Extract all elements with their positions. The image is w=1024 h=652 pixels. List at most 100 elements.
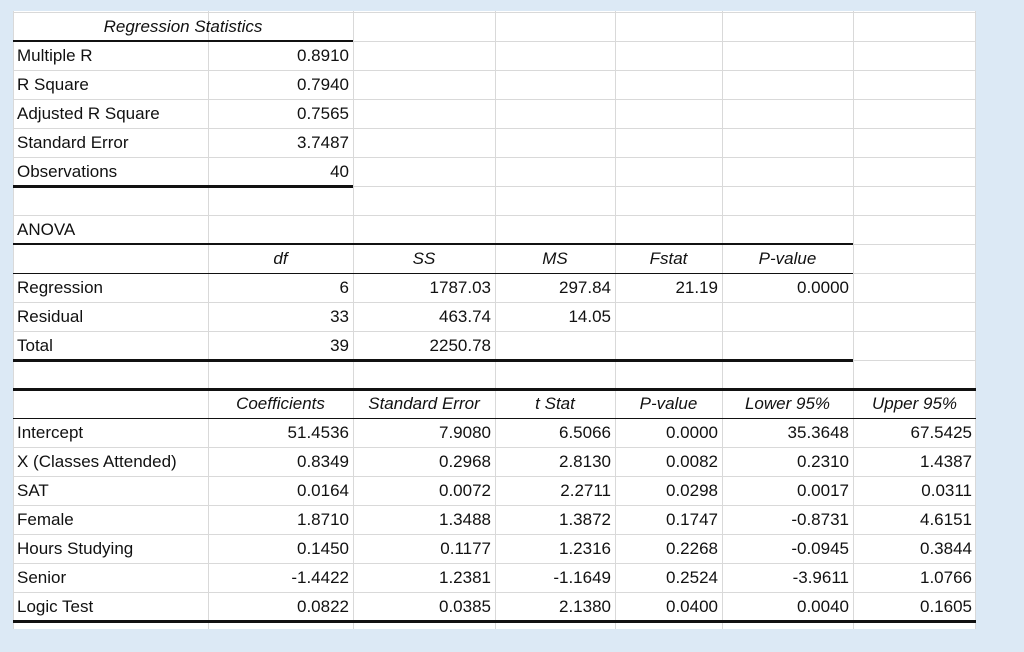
coefficient-cell: 0.0017 (797, 481, 849, 500)
coefficient-cell: 0.0040 (797, 597, 849, 616)
anova-cell: 6 (339, 278, 349, 297)
table-rule (13, 418, 976, 419)
coefficient-row-label: Logic Test (17, 597, 94, 616)
coefficient-cell: 0.0298 (666, 481, 718, 500)
coefficient-cell: 0.0000 (666, 423, 718, 442)
grid-line (13, 186, 976, 187)
stat-label: Standard Error (17, 133, 129, 152)
coefficients-column-header: Lower 95% (744, 394, 831, 413)
stat-value: 40 (330, 162, 349, 181)
stat-value: 3.7487 (297, 133, 349, 152)
stat-value: 0.8910 (297, 46, 349, 65)
coefficient-cell: 0.0072 (439, 481, 491, 500)
stat-label: Adjusted R Square (17, 104, 160, 123)
grid-line (13, 534, 976, 535)
coefficient-cell: 2.1380 (559, 597, 611, 616)
anova-cell (615, 302, 722, 331)
coefficients-column-header: Upper 95% (871, 394, 958, 413)
coefficients-column-header: t Stat (535, 394, 575, 413)
anova-cell: 2250.78 (429, 336, 491, 355)
coefficient-cell: -0.0945 (791, 539, 849, 558)
coefficient-cell: 2.2711 (560, 481, 611, 500)
grid-line (13, 563, 976, 564)
coefficient-cell: 0.1747 (666, 510, 718, 529)
grid-line (495, 11, 496, 629)
grid-line (975, 11, 976, 629)
coefficient-cell: 0.2268 (666, 539, 718, 558)
stat-label: Multiple R (17, 46, 93, 65)
coefficient-cell: 4.6151 (920, 510, 972, 529)
grid-line (13, 592, 976, 593)
coefficient-cell: 0.0385 (439, 597, 491, 616)
coefficient-cell: 0.8349 (297, 452, 349, 471)
grid-line (13, 331, 976, 332)
table-rule (13, 273, 853, 274)
anova-column-header: MS (542, 249, 568, 268)
table-rule (13, 620, 976, 623)
coefficient-row-label: X (Classes Attended) (17, 452, 177, 471)
anova-cell (722, 302, 853, 331)
stat-label: R Square (17, 75, 89, 94)
grid-line (13, 12, 976, 13)
coefficient-cell: 67.5425 (910, 423, 972, 442)
table-rule (13, 359, 853, 362)
coefficients-column-header: Standard Error (368, 394, 480, 413)
anova-row-label: Residual (17, 307, 84, 326)
anova-column-header: Fstat (649, 249, 688, 268)
anova-cell (495, 331, 615, 360)
stat-label: Observations (17, 162, 118, 181)
coefficient-cell: 2.8130 (559, 452, 611, 471)
coefficient-cell: 1.3872 (559, 510, 611, 529)
anova-column-header: P-value (758, 249, 817, 268)
coefficient-cell: 1.3488 (439, 510, 491, 529)
coefficient-cell: 0.0082 (666, 452, 718, 471)
anova-cell: 1787.03 (429, 278, 491, 297)
coefficients-column-header: Coefficients (236, 394, 325, 413)
grid-line (353, 11, 354, 629)
anova-cell: 39 (330, 336, 349, 355)
coefficient-cell: 1.2316 (559, 539, 611, 558)
coefficient-cell: -0.8731 (791, 510, 849, 529)
grid-line (13, 157, 976, 158)
coefficient-cell: 0.0822 (297, 597, 349, 616)
grid-line (722, 11, 723, 629)
grid-line (208, 11, 209, 629)
anova-cell: 297.84 (559, 278, 611, 297)
coefficient-cell: 7.9080 (439, 423, 491, 442)
grid-line (13, 476, 976, 477)
grid-line (13, 99, 976, 100)
anova-cell (722, 331, 853, 360)
coefficient-row-label: Hours Studying (17, 539, 134, 558)
table-rule (13, 185, 353, 188)
stat-value: 0.7565 (297, 104, 349, 123)
coefficient-cell: 0.2968 (439, 452, 491, 471)
coefficient-cell: -1.1649 (553, 568, 611, 587)
grid-line (13, 447, 976, 448)
coefficient-cell: 1.0766 (920, 568, 972, 587)
anova-cell: 33 (330, 307, 349, 326)
coefficient-cell: 0.3844 (920, 539, 972, 558)
coefficient-cell: 0.1605 (920, 597, 972, 616)
coefficient-cell: 35.3648 (787, 423, 849, 442)
anova-row-label: Total (17, 336, 53, 355)
grid-line (853, 11, 854, 629)
grid-line (13, 11, 14, 629)
coefficient-cell: 1.4387 (920, 452, 972, 471)
anova-column-header: SS (412, 249, 436, 268)
grid-line (13, 70, 976, 71)
coefficient-cell: -3.9611 (792, 568, 849, 587)
table-rule (13, 388, 976, 391)
coefficient-cell: 51.4536 (287, 423, 349, 442)
anova-cell: 14.05 (568, 307, 611, 326)
anova-cell (615, 331, 722, 360)
coefficients-column-header: P-value (639, 394, 698, 413)
coefficient-cell: 1.8710 (297, 510, 349, 529)
table-rule (13, 40, 353, 42)
anova-cell: 0.0000 (797, 278, 849, 297)
grid-line (13, 41, 976, 42)
coefficient-cell: 0.1177 (440, 539, 491, 558)
grid-line (615, 11, 616, 629)
regression-output-sheet: Regression Statistics Multiple R 0.8910 R S… (13, 11, 976, 629)
coefficient-cell: 0.2524 (666, 568, 718, 587)
grid-line (13, 302, 976, 303)
